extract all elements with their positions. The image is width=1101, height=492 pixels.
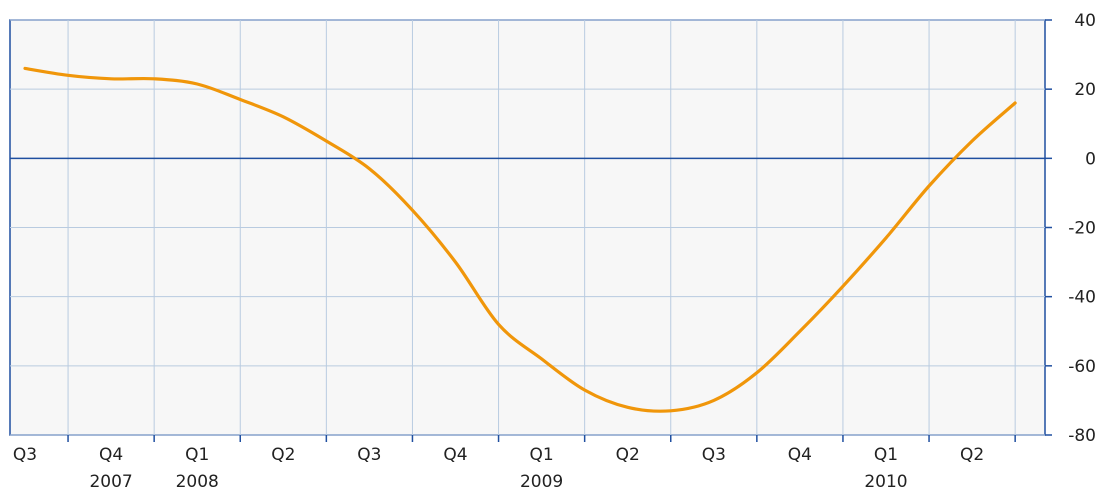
x-quarter-label: Q3 — [357, 445, 381, 465]
x-quarter-label: Q4 — [99, 445, 123, 465]
x-year-label: 2009 — [520, 472, 563, 492]
x-quarter-label: Q3 — [13, 445, 37, 465]
x-quarter-label: Q4 — [443, 445, 467, 465]
x-quarter-label: Q4 — [788, 445, 812, 465]
x-quarter-label: Q2 — [616, 445, 640, 465]
x-quarter-label: Q2 — [271, 445, 295, 465]
y-tick-label: -40 — [1068, 288, 1096, 308]
x-quarter-label: Q3 — [702, 445, 726, 465]
x-year-label: 2010 — [864, 472, 907, 492]
x-quarter-label: Q1 — [874, 445, 898, 465]
y-tick-label: 40 — [1074, 11, 1096, 31]
series-line — [23, 66, 1017, 413]
y-tick-label: -20 — [1068, 219, 1096, 239]
horizontal-gridlines — [10, 19, 1045, 436]
y-tick-label: 0 — [1085, 149, 1096, 169]
y-axis: 40 20 0 -20 -40 -60 -80 — [1045, 11, 1096, 446]
x-axis: Q3 Q4 Q1 Q2 Q3 Q4 Q1 Q2 Q3 Q4 Q1 Q2 2007 2008 2009 2010 — [13, 435, 1016, 492]
x-quarter-label: Q2 — [960, 445, 984, 465]
y-tick-label: -80 — [1068, 426, 1096, 446]
x-year-label: 2007 — [89, 472, 132, 492]
x-year-label: 2008 — [176, 472, 219, 492]
x-quarter-label: Q1 — [529, 445, 553, 465]
x-quarter-label: Q1 — [185, 445, 209, 465]
y-tick-label: -60 — [1068, 357, 1096, 377]
y-tick-label: 20 — [1074, 80, 1096, 100]
